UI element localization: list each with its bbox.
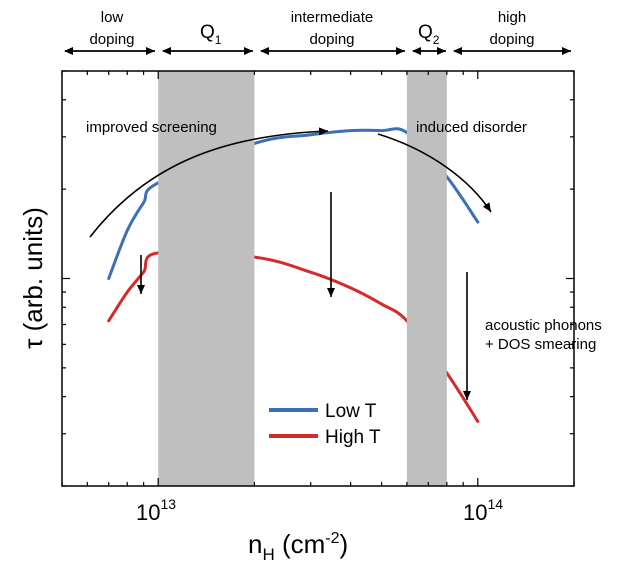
shaded-regions [158, 71, 447, 486]
annotation-arrows [89, 127, 492, 400]
legend-label-high-t: High T [325, 427, 381, 448]
region-q2-label: Q2 [418, 22, 440, 47]
shaded-region-q2 [406, 71, 447, 486]
shaded-region-q1 [158, 71, 255, 486]
x-axis-label: nH (cm-2) [248, 529, 348, 563]
annotation-phonons-line2: + DOS smearing [485, 336, 596, 353]
regime-intermediate-line1: intermediate [291, 9, 374, 26]
y-axis-label: τ (arb. units) [18, 207, 48, 349]
regime-low-line2: doping [89, 31, 134, 48]
legend-label-low-t: Low T [325, 401, 377, 422]
x-tick-label-1e14: 1014 [463, 496, 503, 525]
screening-arrow [89, 127, 329, 238]
legend: Low T High T [269, 401, 381, 448]
disorder-arrow [377, 133, 492, 213]
annotation-screening: improved screening [86, 119, 217, 136]
annotation-disorder: induced disorder [416, 119, 527, 136]
regime-high-line2: doping [489, 31, 534, 48]
regime-intermediate-line2: doping [309, 31, 354, 48]
axis-ticks [61, 70, 575, 487]
annotation-phonons-line1: acoustic phonons [485, 317, 602, 334]
region-q1-label: Q1 [200, 22, 222, 47]
regime-low-line1: low [101, 9, 124, 26]
regime-high-line1: high [498, 9, 526, 26]
x-tick-label-1e13: 1013 [136, 496, 176, 525]
